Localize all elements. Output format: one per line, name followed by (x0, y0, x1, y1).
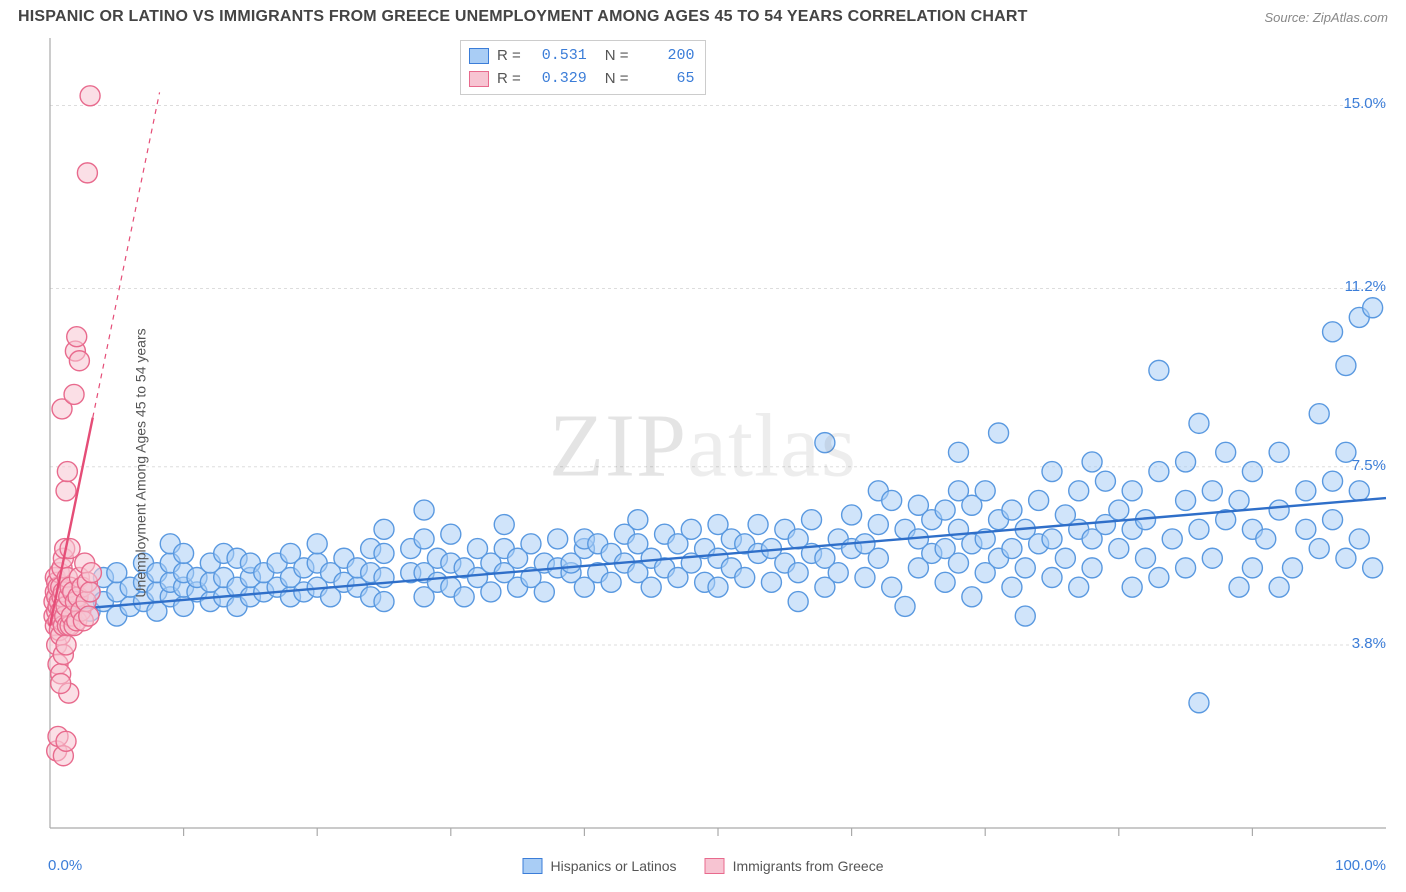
x-axis-min: 0.0% (48, 857, 82, 874)
series-hispanic (50, 298, 1386, 713)
scatter-plot (0, 34, 1406, 892)
legend-label-greece: Immigrants from Greece (733, 858, 884, 874)
legend-label-hispanic: Hispanics or Latinos (551, 858, 677, 874)
chart-area: Unemployment Among Ages 45 to 54 years Z… (0, 34, 1406, 892)
source-label: Source: ZipAtlas.com (1264, 10, 1388, 25)
swatch-hispanic (523, 858, 543, 874)
y-axis-label: Unemployment Among Ages 45 to 54 years (133, 328, 149, 597)
y-tick: 7.5% (1352, 457, 1386, 474)
y-tick: 3.8% (1352, 635, 1386, 652)
y-tick: 11.2% (1345, 278, 1386, 295)
correlation-legend: R =0.531N =200R =0.329N =65 (460, 40, 706, 95)
y-tick: 15.0% (1343, 95, 1386, 112)
x-axis-max: 100.0% (1335, 857, 1386, 874)
swatch-greece (705, 858, 725, 874)
chart-title: HISPANIC OR LATINO VS IMMIGRANTS FROM GR… (18, 8, 1028, 26)
series-legend: Hispanics or Latinos Immigrants from Gre… (523, 858, 884, 874)
